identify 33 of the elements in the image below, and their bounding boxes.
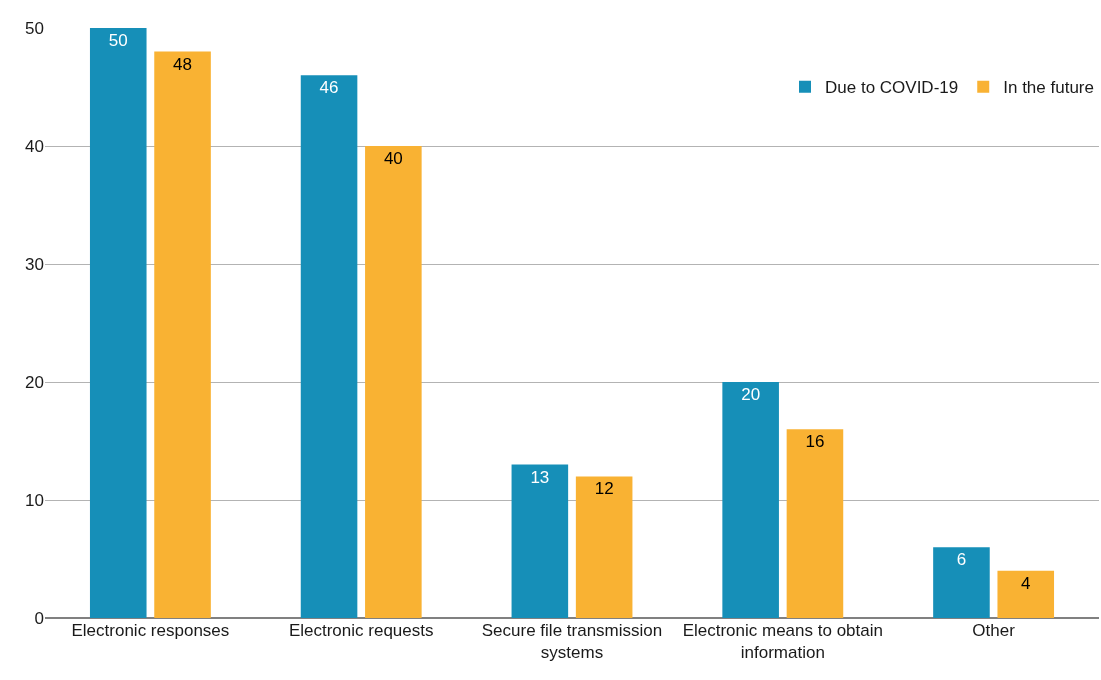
data-label: 4 xyxy=(1021,573,1031,593)
legend-label: In the future xyxy=(1003,78,1094,98)
bar xyxy=(933,547,990,618)
y-tick-label: 20 xyxy=(25,372,44,392)
x-tick-label: Other xyxy=(972,621,1016,640)
bar xyxy=(786,429,844,618)
data-label: 46 xyxy=(319,78,339,98)
data-label: 16 xyxy=(805,432,825,452)
bar xyxy=(300,75,358,618)
y-tick-label: 40 xyxy=(25,136,44,156)
data-label: 6 xyxy=(956,550,967,570)
data-label: 13 xyxy=(530,467,550,487)
y-tick-label: 30 xyxy=(25,254,44,274)
bar xyxy=(154,51,211,618)
data-label: 50 xyxy=(108,31,128,50)
data-label: 48 xyxy=(173,54,193,74)
data-label: 40 xyxy=(383,149,403,168)
bar xyxy=(365,146,422,618)
y-tick-label: 0 xyxy=(34,608,44,628)
bar xyxy=(722,382,779,618)
y-tick-label: 50 xyxy=(25,18,44,38)
bar xyxy=(997,570,1055,618)
x-tick-label: Electronic requests xyxy=(288,621,434,640)
data-label: 12 xyxy=(594,479,614,499)
y-tick-label: 10 xyxy=(25,490,44,510)
x-tick-label: Electronic means to obtain information xyxy=(682,621,883,663)
legend-label: Due to COVID-19 xyxy=(825,78,959,98)
x-tick-label: Electronic responses xyxy=(71,621,230,640)
data-label: 20 xyxy=(741,385,761,404)
bar xyxy=(575,476,633,618)
x-tick-label: Secure file transmission systems xyxy=(481,621,663,663)
bar xyxy=(511,464,569,618)
bar xyxy=(89,28,147,618)
